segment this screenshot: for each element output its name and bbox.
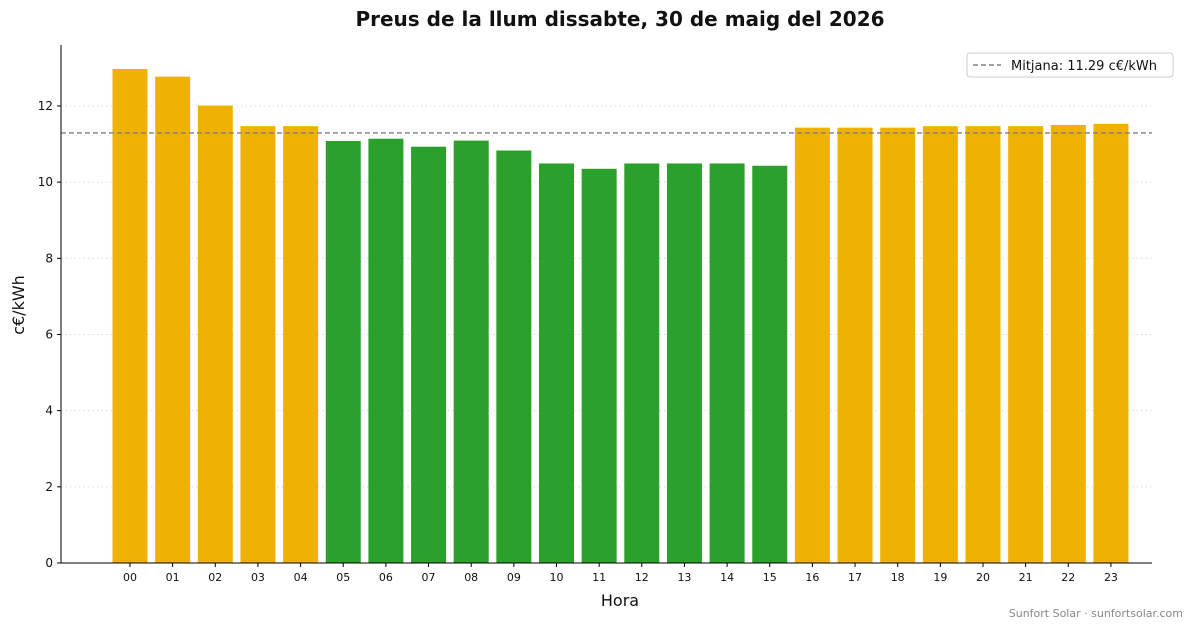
bar-hour-00: [112, 68, 148, 563]
x-tick-label: 14: [720, 571, 734, 584]
legend: Mitjana: 11.29 c€/kWh: [966, 52, 1174, 78]
x-tick-label: 04: [294, 571, 308, 584]
x-tick-label: 09: [507, 571, 521, 584]
x-tick-label: 23: [1104, 571, 1118, 584]
bar-hour-18: [880, 127, 916, 563]
y-tick-label: 6: [45, 327, 53, 341]
bar-hour-10: [539, 163, 574, 563]
bar-hour-06: [368, 138, 404, 563]
y-tick-label: 12: [38, 99, 53, 113]
axes: [60, 45, 1152, 564]
legend-average-label: Mitjana: 11.29 c€/kWh: [1011, 59, 1157, 74]
x-tick-label: 12: [635, 571, 649, 584]
bar-hour-22: [1050, 124, 1086, 563]
bars: [112, 68, 1129, 564]
bar-hour-13: [666, 163, 702, 563]
legend-box: [966, 52, 1174, 78]
bar-hour-19: [922, 126, 958, 564]
x-tick-label: 05: [336, 571, 350, 584]
x-tick-label: 01: [166, 571, 180, 584]
bar-hour-17: [837, 127, 873, 563]
x-tick-label: 15: [763, 571, 777, 584]
y-ticks: 0 2 4 6 8 10 12: [38, 99, 61, 570]
bar-hour-09: [496, 150, 532, 564]
bar-hour-23: [1093, 123, 1129, 563]
x-tick-label: 18: [891, 571, 905, 584]
x-tick-label: 16: [805, 571, 819, 584]
y-tick-label: 2: [45, 480, 53, 494]
bar-hour-01: [155, 76, 191, 564]
footer-credit: Sunfort Solar · sunfortsolar.com: [1009, 607, 1183, 620]
bar-hour-20: [965, 126, 1001, 564]
y-tick-label: 4: [45, 404, 53, 418]
y-axis-label: c€/kWh: [9, 275, 28, 335]
x-axis-label: Hora: [601, 591, 639, 610]
y-tick-label: 10: [38, 175, 53, 189]
x-tick-label: 00: [123, 571, 137, 584]
bar-hour-07: [411, 146, 447, 563]
x-tick-label: 17: [848, 571, 862, 584]
bar-hour-15: [752, 165, 788, 564]
x-ticks: 00 01 02 03 04 05 06 07 08 09 10 11 12 13 14 15 16 17 18 19…: [123, 563, 1118, 584]
bar-hour-02: [197, 105, 233, 563]
bar-hour-08: [453, 140, 489, 563]
y-tick-label: 8: [45, 251, 53, 265]
bar-hour-14: [709, 163, 745, 563]
y-tick-label: 0: [45, 556, 53, 570]
bar-hour-03: [240, 126, 276, 564]
x-tick-label: 20: [976, 571, 990, 584]
x-tick-label: 11: [592, 571, 606, 584]
bar-hour-21: [1008, 126, 1044, 564]
x-tick-label: 13: [677, 571, 691, 584]
x-tick-label: 03: [251, 571, 265, 584]
chart-title: Preus de la llum dissabte, 30 de maig de…: [355, 7, 884, 31]
bar-hour-04: [283, 126, 319, 564]
x-tick-label: 02: [208, 571, 222, 584]
bar-hour-16: [794, 127, 830, 563]
x-tick-label: 06: [379, 571, 393, 584]
x-tick-label: 08: [464, 571, 478, 584]
x-tick-label: 19: [933, 571, 947, 584]
bar-hour-05: [325, 140, 361, 563]
x-tick-label: 22: [1061, 571, 1075, 584]
x-tick-label: 10: [550, 571, 564, 584]
x-tick-label: 07: [422, 571, 436, 584]
bar-hour-11: [581, 168, 617, 564]
bar-hour-12: [624, 163, 660, 563]
x-tick-label: 21: [1019, 571, 1033, 584]
